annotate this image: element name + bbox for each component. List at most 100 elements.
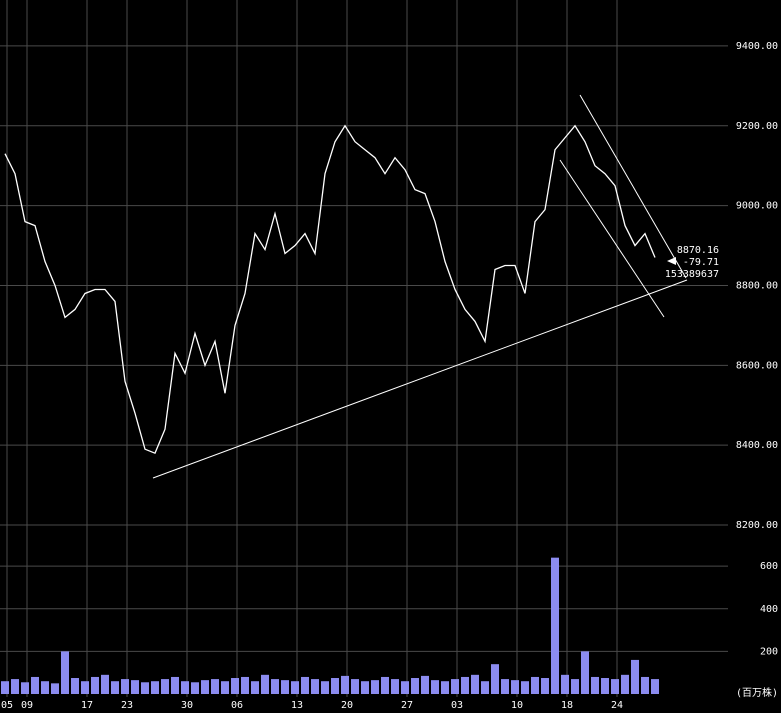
- volume-bar: [281, 680, 289, 694]
- volume-bar: [631, 659, 639, 694]
- price-pointer: [667, 257, 676, 265]
- x-tick-label: 23: [121, 700, 133, 711]
- x-tick-label: 18: [561, 700, 573, 711]
- volume-bar: [551, 557, 559, 694]
- y-tick-label: 400: [760, 604, 778, 615]
- volume-bar: [641, 676, 649, 694]
- volume-bar: [611, 679, 619, 694]
- x-tick-label: 09: [21, 700, 33, 711]
- trend-line: [152, 279, 688, 479]
- volume-bar: [561, 674, 569, 694]
- volume-bar: [651, 679, 659, 694]
- volume-bar: [181, 681, 189, 694]
- volume-bar: [1, 681, 9, 694]
- volume-bar: [381, 676, 389, 694]
- volume-bar: [331, 678, 339, 694]
- y-tick-label: 8400.00: [736, 440, 778, 451]
- volume-bar: [11, 679, 19, 694]
- volume-bar: [411, 678, 419, 694]
- volume-bar: [211, 679, 219, 694]
- volume-bar: [51, 683, 59, 694]
- x-tick-label: 05: [1, 700, 13, 711]
- volume-bar: [221, 681, 229, 694]
- volume-bar: [521, 681, 529, 694]
- volume-bar: [161, 679, 169, 694]
- x-tick-label: 13: [291, 700, 303, 711]
- volume-bar: [271, 679, 279, 694]
- price-annotation: 153389637: [665, 269, 719, 280]
- price-annotation: -79.71: [683, 257, 719, 268]
- volume-bar: [31, 676, 39, 694]
- volume-bar: [441, 681, 449, 694]
- volume-bar: [101, 674, 109, 694]
- y-tick-label: 9000.00: [736, 201, 778, 212]
- volume-bar: [471, 674, 479, 694]
- x-tick-label: 10: [511, 700, 523, 711]
- volume-bar: [451, 679, 459, 694]
- y-tick-label: 600: [760, 561, 778, 572]
- volume-bar: [41, 681, 49, 694]
- volume-bar: [61, 651, 69, 694]
- volume-bar: [461, 676, 469, 694]
- volume-bar: [131, 680, 139, 694]
- volume-bar: [71, 678, 79, 694]
- volume-bar: [291, 681, 299, 694]
- volume-bar: [261, 674, 269, 694]
- volume-bar: [601, 678, 609, 694]
- volume-bar: [241, 676, 249, 694]
- volume-bar: [351, 679, 359, 694]
- price-annotation: 8870.16: [677, 245, 719, 256]
- x-tick-label: 17: [81, 700, 93, 711]
- x-tick-label: 30: [181, 700, 193, 711]
- price-line: [4, 124, 656, 455]
- y-tick-label: 8800.00: [736, 280, 778, 291]
- volume-bar: [371, 680, 379, 694]
- volume-bar: [91, 676, 99, 694]
- volume-bar: [231, 678, 239, 694]
- y-tick-label: 8600.00: [736, 360, 778, 371]
- x-tick-label: 27: [401, 700, 413, 711]
- volume-bar: [591, 676, 599, 694]
- volume-bar: [201, 680, 209, 694]
- x-tick-label: 20: [341, 700, 353, 711]
- volume-bar: [141, 682, 149, 694]
- volume-bar: [191, 682, 199, 694]
- x-tick-label: 03: [451, 700, 463, 711]
- x-tick-label: 06: [231, 700, 243, 711]
- volume-bar: [531, 676, 539, 694]
- volume-bar: [581, 651, 589, 694]
- volume-bar: [481, 681, 489, 694]
- volume-unit: (百万株): [736, 686, 778, 699]
- y-tick-label: 9200.00: [736, 121, 778, 132]
- volume-bar: [361, 681, 369, 694]
- volume-bar: [511, 680, 519, 694]
- volume-bar: [391, 679, 399, 694]
- y-tick-label: 8200.00: [736, 520, 778, 531]
- volume-bar: [341, 675, 349, 694]
- y-tick-label: 9400.00: [736, 41, 778, 52]
- volume-bar: [21, 682, 29, 694]
- channel-line: [579, 94, 687, 279]
- volume-bar: [541, 678, 549, 694]
- x-tick-label: 24: [611, 700, 623, 711]
- volume-bar: [301, 676, 309, 694]
- volume-bar: [251, 681, 259, 694]
- volume-bar: [621, 674, 629, 694]
- volume-bar: [111, 681, 119, 694]
- y-tick-label: 200: [760, 646, 778, 657]
- volume-bar: [421, 675, 429, 694]
- volume-bar: [311, 679, 319, 694]
- volume-bar: [491, 664, 499, 694]
- channel-line: [559, 159, 665, 318]
- volume-bar: [571, 679, 579, 694]
- volume-bar: [81, 681, 89, 694]
- volume-bar: [151, 681, 159, 694]
- volume-bar: [171, 676, 179, 694]
- volume-bar: [401, 681, 409, 694]
- volume-bar: [321, 681, 329, 694]
- volume-bar: [121, 679, 129, 694]
- volume-bar: [501, 679, 509, 694]
- volume-bar: [431, 680, 439, 694]
